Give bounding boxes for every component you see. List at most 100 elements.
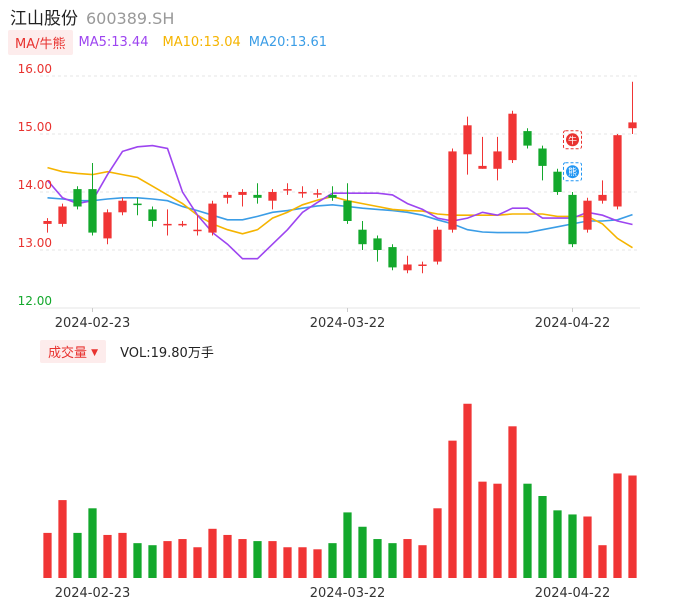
candle-body: [403, 264, 412, 271]
volume-date-label: 2024-03-22: [310, 586, 386, 601]
candle-body: [343, 200, 352, 221]
volume-bar: [193, 547, 202, 578]
candle-body: [418, 264, 427, 266]
candle-body: [433, 229, 442, 262]
marker-frame: [563, 162, 582, 182]
volume-legend: 成交量 ▼ VOL:19.80万手: [40, 339, 214, 363]
volume-bar: [148, 545, 157, 578]
volume-bars: [43, 403, 637, 578]
volume-indicator-tab[interactable]: 成交量 ▼: [40, 339, 107, 363]
date-tick-label: 2024-02-23: [55, 316, 131, 331]
volume-bar: [598, 545, 607, 578]
stock-name: 江山股份: [10, 9, 78, 29]
candle-body: [193, 229, 202, 232]
volume-bar: [328, 543, 337, 578]
volume-bar: [568, 514, 577, 578]
ma20-value: MA20:13.61: [248, 34, 327, 50]
candle-body: [373, 238, 382, 250]
signal-markers: 牛熊: [563, 130, 582, 182]
marker-dot: [566, 133, 579, 147]
volume-bar: [73, 532, 82, 578]
volume-bar: [133, 543, 142, 578]
marker-label: 牛: [568, 134, 577, 146]
date-tick-label: 2024-03-22: [310, 316, 386, 331]
volume-bar: [223, 534, 232, 578]
candle-body: [508, 113, 517, 161]
volume-bar: [118, 532, 127, 578]
ma-indicator-tab[interactable]: MA/牛熊: [8, 29, 73, 55]
volume-bar: [433, 508, 442, 578]
ma10-value: MA10:13.04: [162, 34, 241, 50]
volume-value: VOL:19.80万手: [120, 345, 214, 361]
volume-bar: [268, 541, 277, 578]
volume-bar: [448, 440, 457, 578]
volume-bar: [628, 475, 637, 578]
ma-lines: [46, 144, 633, 260]
volume-bar: [298, 547, 307, 578]
volume-bar: [178, 539, 187, 578]
candle-body: [493, 151, 502, 169]
volume-bar: [388, 543, 397, 578]
candle-body: [223, 194, 232, 198]
volume-bar: [613, 473, 622, 578]
candle-body: [523, 131, 532, 146]
volume-date-label: 2024-04-22: [535, 586, 611, 601]
date-tick-label: 2024-04-22: [535, 316, 611, 331]
volume-bar: [88, 508, 97, 578]
candle-body: [388, 247, 397, 268]
signal-marker: 熊: [563, 162, 582, 182]
candle-body: [163, 223, 172, 226]
volume-bar: [238, 539, 247, 578]
candle-body: [463, 125, 472, 155]
price-axis-ticks: 16.00 15.00 14.00 13.00 12.00: [18, 62, 52, 308]
candle-body: [283, 189, 292, 191]
candle-body: [178, 223, 187, 226]
volume-bar: [418, 545, 427, 578]
price-tick-label: 12.00: [18, 294, 52, 308]
price-tick-label: 13.00: [18, 236, 52, 250]
candle-body: [88, 189, 97, 233]
volume-bar: [43, 532, 52, 578]
marker-frame: [563, 130, 582, 150]
ma5-line: [46, 144, 633, 260]
candle-body: [358, 229, 367, 245]
candle-body: [628, 122, 637, 129]
candle-body: [73, 189, 82, 207]
date-axis-ticks: 2024-02-23 2024-03-22 2024-04-22: [55, 308, 611, 331]
candle-body: [133, 203, 142, 206]
volume-bar: [583, 516, 592, 578]
volume-bar: [493, 483, 502, 578]
candle-body: [613, 135, 622, 207]
candle-body: [598, 194, 607, 201]
volume-bar: [463, 403, 472, 578]
volume-bar: [163, 541, 172, 578]
volume-bar: [103, 534, 112, 578]
volume-date-label: 2024-02-23: [55, 586, 131, 601]
candle-body: [328, 194, 337, 198]
volume-bar: [553, 510, 562, 578]
volume-bar: [358, 526, 367, 578]
volume-date-ticks: 2024-02-23 2024-03-22 2024-04-22: [55, 586, 611, 601]
volume-bar: [523, 483, 532, 578]
ma20-line: [47, 197, 633, 234]
marker-label: 熊: [568, 166, 577, 178]
candle-body: [583, 200, 592, 230]
volume-chart[interactable]: 2024-02-23 2024-03-22 2024-04-22: [0, 365, 686, 606]
candle-body: [448, 151, 457, 230]
candle-body: [553, 171, 562, 192]
volume-tab-label: 成交量: [48, 345, 88, 361]
candle-body: [58, 206, 67, 224]
volume-bar: [538, 496, 547, 578]
candle-body: [118, 200, 127, 213]
volume-bar: [508, 426, 517, 578]
volume-bar: [403, 539, 412, 578]
candle-body: [313, 193, 322, 195]
price-tick-label: 16.00: [18, 62, 52, 76]
ma-legend: MA/牛熊 MA5:13.44 MA10:13.04 MA20:13.61: [8, 29, 327, 55]
candle-body: [238, 192, 247, 195]
price-tick-label: 15.00: [18, 120, 52, 134]
volume-bar: [283, 547, 292, 578]
candle-body: [148, 209, 157, 221]
candle-body: [478, 165, 487, 169]
